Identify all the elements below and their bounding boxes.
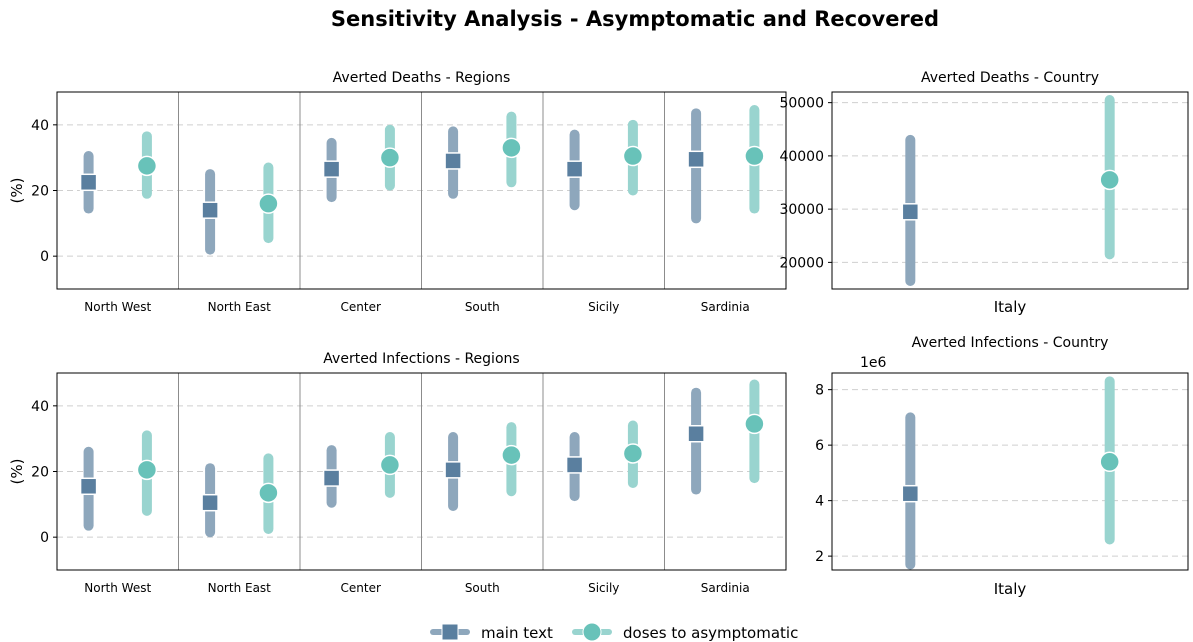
marker-alt-circle [622, 443, 644, 464]
y-axis-label: (%) [8, 459, 26, 485]
legend-main-label: main text [481, 624, 553, 642]
x-tick-label: South [465, 300, 500, 314]
legend-item-main: main text [430, 623, 553, 642]
y-tick-label: 20 [31, 184, 49, 200]
panel-title: Averted Infections - Country [912, 335, 1109, 351]
x-tick-label: North West [84, 300, 151, 314]
marker-main-square [201, 493, 219, 512]
marker-alt-circle [501, 137, 522, 159]
marker-main-square [444, 152, 462, 170]
panel-title: Averted Infections - Regions [323, 351, 519, 367]
marker-alt-circle [1099, 451, 1120, 473]
legend: main text doses to asymptomatic [430, 622, 798, 642]
marker-alt-circle [136, 155, 158, 177]
x-tick-label: Sicily [588, 581, 619, 595]
marker-main-square [79, 173, 98, 192]
y-tick-label: 20000 [779, 255, 824, 271]
plot-frame [56, 91, 787, 290]
marker-main-square [565, 160, 584, 178]
marker-alt-circle [379, 454, 401, 476]
marker-alt-circle [258, 482, 279, 504]
y-tick-label: 40 [31, 399, 49, 415]
marker-alt-circle [258, 193, 279, 214]
marker-main-square [901, 203, 920, 221]
legend-alt-circle-icon [582, 622, 602, 642]
marker-main-square [565, 456, 584, 474]
figure-title: Sensitivity Analysis - Asymptomatic and … [331, 7, 939, 31]
marker-main-square [687, 150, 705, 169]
panel-title: Averted Deaths - Regions [333, 70, 511, 86]
plot-frame [831, 372, 1189, 571]
chart-panel-1: Averted Deaths - Regions 0 20 40 (%) North We… [8, 70, 787, 314]
plot-frame [56, 372, 787, 571]
marker-main-square [79, 477, 98, 496]
y-offset-label: 1e6 [860, 355, 887, 371]
chart-panel-4: Averted Infections - Country 2 4 6 8 1e6 Italy [815, 335, 1189, 598]
y-tick-label: 0 [40, 530, 49, 546]
legend-main-square-icon [441, 623, 459, 641]
legend-alt-label: doses to asymptomatic [623, 624, 798, 642]
x-tick-label: North East [208, 300, 272, 314]
x-tick-label: Sicily [588, 300, 619, 314]
marker-alt-circle [1099, 169, 1120, 191]
y-tick-label: 30000 [779, 202, 824, 218]
marker-alt-circle [622, 145, 644, 167]
marker-main-square [201, 201, 219, 219]
plot-frame [831, 91, 1189, 290]
y-tick-label: 20 [31, 465, 49, 481]
x-tick-label: Sardinia [701, 300, 750, 314]
y-tick-label: 40000 [779, 149, 824, 165]
marker-alt-circle [379, 147, 401, 168]
y-tick-label: 4 [815, 494, 824, 510]
x-tick-label: Sardinia [701, 581, 750, 595]
y-tick-label: 50000 [779, 96, 824, 112]
x-tick-label: Center [341, 300, 381, 314]
x-tick-label: Italy [994, 580, 1027, 598]
chart-panel-3: Averted Infections - Regions 0 20 40 (%) Nort… [8, 351, 787, 595]
y-tick-label: 40 [31, 118, 49, 134]
marker-main-square [901, 484, 920, 503]
marker-alt-circle [744, 413, 765, 435]
y-tick-label: 8 [815, 383, 824, 399]
marker-main-square [322, 469, 341, 487]
legend-item-alt: doses to asymptomatic [572, 622, 798, 642]
marker-alt-circle [744, 145, 765, 167]
x-tick-label: Center [341, 581, 381, 595]
chart-panel-2: Averted Deaths - Country 20000 30000 40000 5… [779, 70, 1189, 316]
y-tick-label: 2 [815, 549, 824, 565]
y-tick-label: 0 [40, 249, 49, 265]
marker-main-square [444, 461, 462, 479]
marker-alt-circle [136, 459, 158, 481]
y-axis-label: (%) [8, 178, 26, 204]
panel-title: Averted Deaths - Country [921, 70, 1099, 86]
x-tick-label: North East [208, 581, 272, 595]
y-tick-label: 6 [815, 438, 824, 454]
x-tick-label: South [465, 581, 500, 595]
marker-main-square [687, 424, 705, 443]
x-tick-label: Italy [994, 298, 1027, 316]
marker-main-square [322, 160, 341, 178]
marker-alt-circle [501, 444, 522, 466]
x-tick-label: North West [84, 581, 151, 595]
